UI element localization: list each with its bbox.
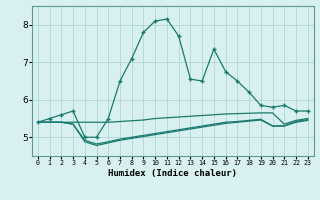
X-axis label: Humidex (Indice chaleur): Humidex (Indice chaleur) — [108, 169, 237, 178]
